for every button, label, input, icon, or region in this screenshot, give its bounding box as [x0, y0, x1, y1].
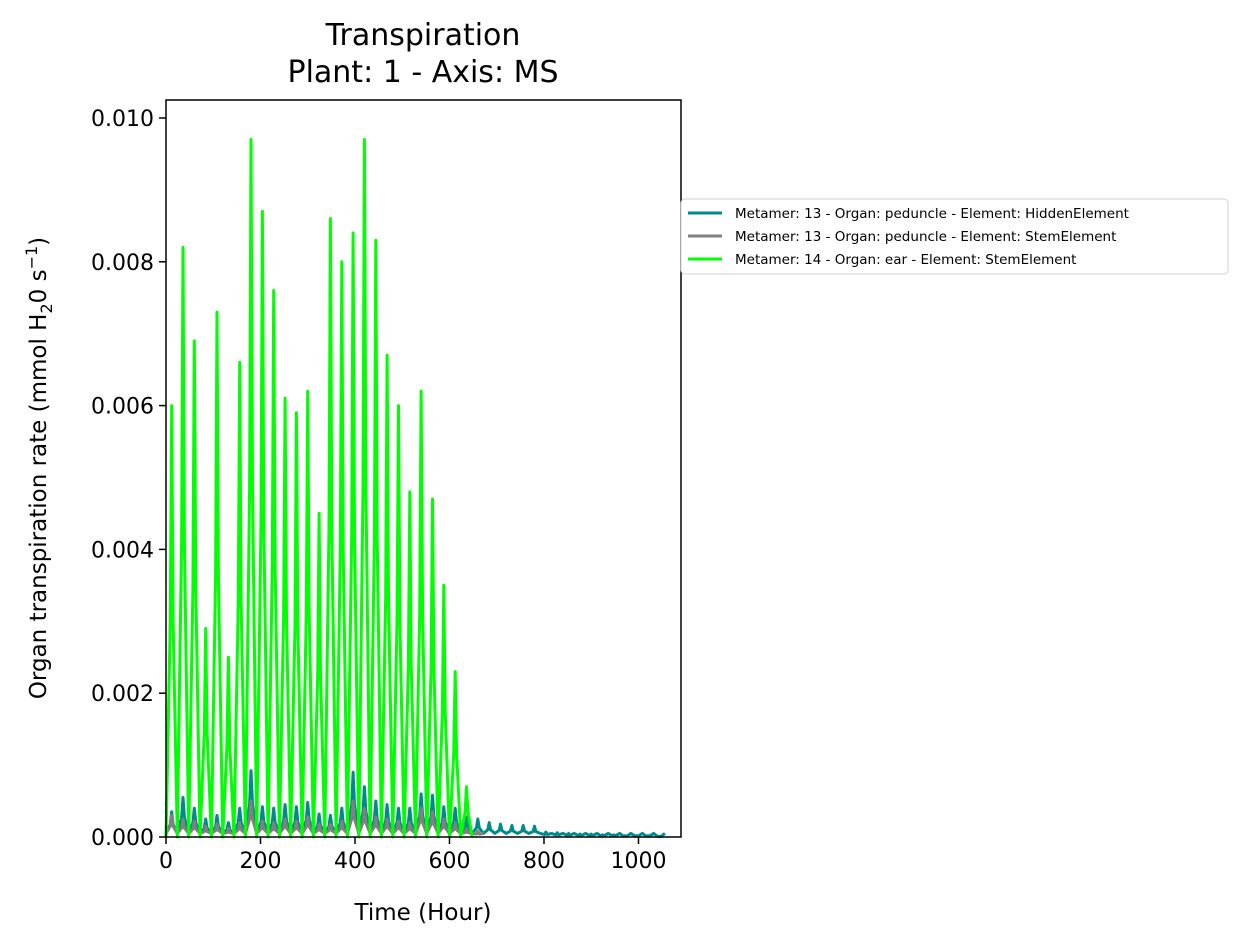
x-tick-label: 800	[523, 849, 565, 874]
x-tick-label: 0	[159, 849, 173, 874]
y-tick-label: 0.008	[91, 251, 154, 276]
y-tick-label: 0.006	[91, 395, 154, 420]
legend: Metamer: 13 - Organ: peduncle - Element:…	[680, 198, 1229, 275]
y-axis-label-suffix: )	[26, 237, 52, 246]
y-axis-label-subscript: 2	[37, 303, 56, 313]
x-axis: 0 200 400 600 800 1000	[159, 837, 666, 874]
legend-frame	[680, 198, 1229, 275]
legend-entry-0: Metamer: 13 - Organ: peduncle - Element:…	[735, 206, 1129, 222]
chart-title: Transpiration	[325, 18, 521, 53]
plot-frame	[165, 99, 682, 838]
y-axis: 0.000 0.002 0.004 0.006 0.008 0.010	[91, 107, 166, 851]
legend-entry-1: Metamer: 13 - Organ: peduncle - Element:…	[735, 229, 1116, 245]
legend-entry-2: Metamer: 14 - Organ: ear - Element: Stem…	[735, 252, 1076, 268]
x-tick-label: 1000	[610, 849, 666, 874]
x-axis-label: Time (Hour)	[354, 900, 492, 926]
y-tick-label: 0.010	[91, 107, 154, 132]
y-tick-label: 0.000	[91, 826, 154, 851]
y-axis-label-middle: 0 s	[26, 269, 52, 303]
y-tick-label: 0.002	[91, 682, 154, 707]
chart-subtitle: Plant: 1 - Axis: MS	[287, 55, 558, 90]
y-tick-label: 0.004	[91, 538, 154, 563]
plot-lines	[164, 138, 666, 839]
x-tick-label: 400	[334, 849, 376, 874]
y-axis-label: Organ transpiration rate (mmol H20 s−1)	[22, 237, 56, 699]
y-axis-label-prefix: Organ transpiration rate (mmol H	[26, 314, 52, 700]
x-tick-label: 200	[239, 849, 281, 874]
series-line-2	[164, 138, 474, 839]
y-axis-label-superscript: −1	[22, 246, 41, 270]
x-tick-label: 600	[428, 849, 470, 874]
